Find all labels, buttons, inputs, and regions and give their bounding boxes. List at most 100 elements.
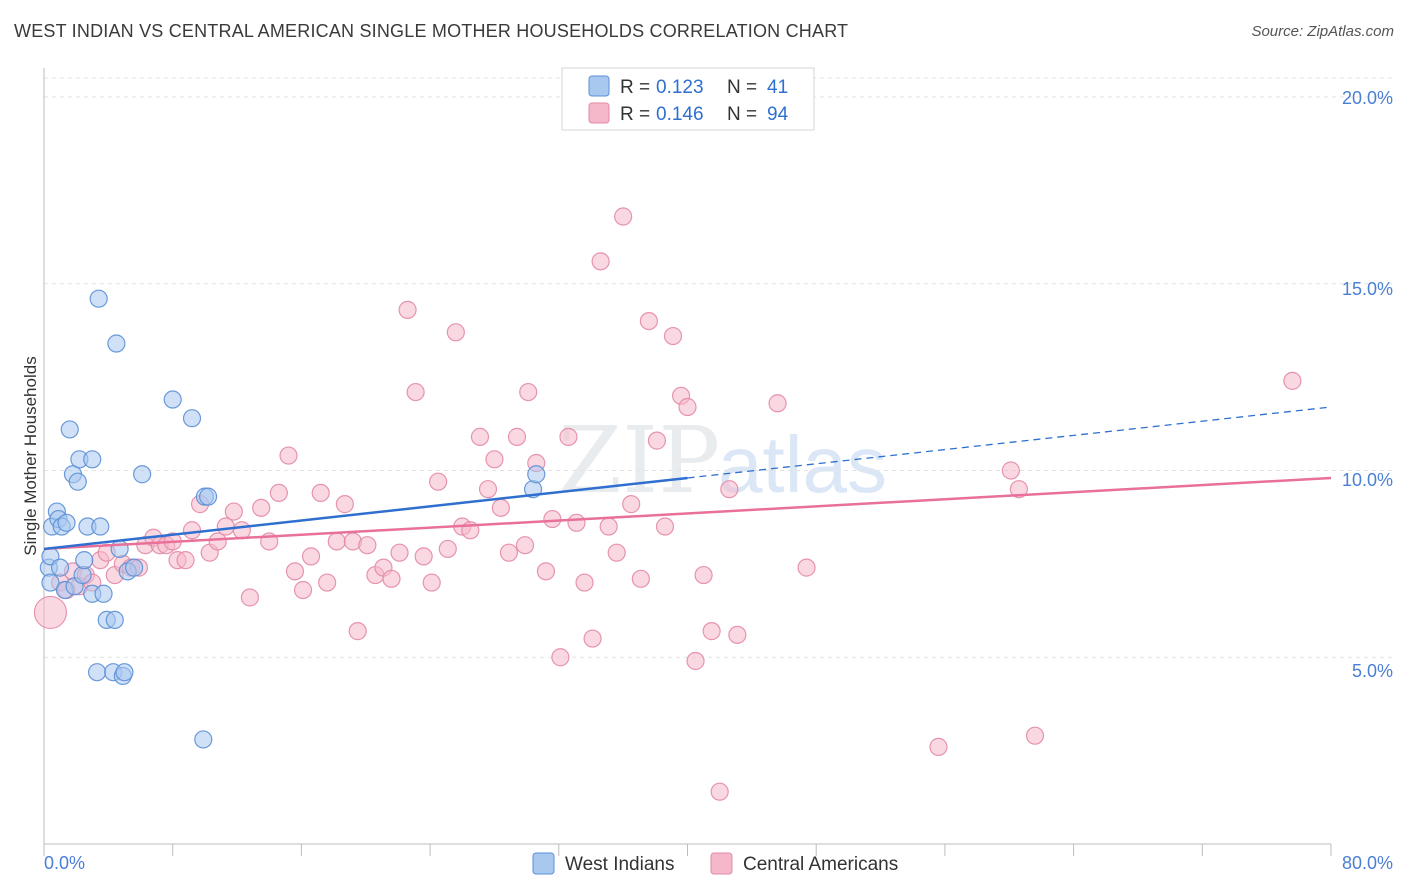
central-americans-point bbox=[551, 648, 570, 667]
west-indians-point bbox=[110, 539, 129, 559]
central-americans-point bbox=[216, 517, 235, 536]
central-americans-point bbox=[631, 569, 650, 588]
west-indians-point bbox=[194, 730, 213, 749]
central-americans-point bbox=[686, 651, 705, 671]
central-americans-point bbox=[1001, 461, 1020, 480]
r-label-west: R = bbox=[620, 77, 650, 98]
west-indians-point bbox=[68, 472, 87, 491]
r-value-central: 0.146 bbox=[656, 104, 704, 125]
west-indians-point bbox=[527, 465, 546, 484]
n-label-central: N = bbox=[727, 104, 757, 125]
central-americans-point bbox=[358, 536, 377, 555]
central-americans-point bbox=[478, 480, 498, 499]
chart-title: WEST INDIAN VS CENTRAL AMERICAN SINGLE M… bbox=[14, 21, 849, 41]
central-americans-point bbox=[702, 622, 721, 641]
west-indians-swatch bbox=[588, 75, 610, 97]
central-americans-point bbox=[575, 573, 594, 592]
central-americans-point bbox=[429, 472, 448, 491]
west-indians-point bbox=[50, 558, 70, 577]
n-label-west: N = bbox=[727, 77, 757, 98]
central-americans-point bbox=[929, 737, 948, 756]
central-americans-point bbox=[1025, 726, 1045, 745]
central-americans-point bbox=[607, 543, 626, 562]
central-americans-point bbox=[491, 498, 510, 517]
west-indians-point bbox=[133, 465, 152, 484]
x-tick-label-max: 80.0% bbox=[1342, 853, 1393, 873]
central-americans-point bbox=[279, 446, 298, 465]
central-americans-point bbox=[599, 517, 618, 536]
central-americans-point bbox=[252, 498, 271, 517]
y-tick-label-20: 20.0% bbox=[1342, 88, 1393, 108]
central-americans-point bbox=[414, 547, 433, 566]
central-americans-point bbox=[485, 450, 504, 469]
central-americans-point bbox=[311, 483, 330, 503]
central-americans-point bbox=[406, 382, 425, 402]
central-americans-trend-line bbox=[43, 476, 1332, 551]
central-americans-point bbox=[499, 543, 519, 562]
central-americans-point bbox=[583, 629, 602, 648]
central-americans-point bbox=[1283, 371, 1302, 390]
watermark-zip: ZIP bbox=[558, 407, 720, 514]
central-americans-point bbox=[318, 573, 337, 592]
stats-legend: R = 0.123 N = 41 R = 0.146 N = 94 bbox=[561, 67, 815, 131]
west-indians-point bbox=[83, 450, 102, 469]
central-americans-point bbox=[567, 513, 586, 532]
west-indians-point bbox=[60, 420, 79, 439]
west-indians-point bbox=[75, 551, 94, 570]
y-tick-label-15: 15.0% bbox=[1342, 279, 1393, 299]
y-tick-label-10: 10.0% bbox=[1342, 470, 1393, 490]
west-indians-point bbox=[105, 610, 124, 630]
central-americans-point bbox=[293, 580, 313, 600]
central-americans-point bbox=[232, 521, 251, 540]
west-indians-point bbox=[41, 573, 60, 592]
gridlines bbox=[44, 77, 1393, 658]
west-indians-point bbox=[182, 409, 202, 428]
west-indians-point bbox=[163, 390, 182, 409]
west-indians-points bbox=[39, 289, 546, 749]
legend-central-americans-label: Central Americans bbox=[743, 854, 898, 875]
central-americans-point bbox=[285, 562, 305, 581]
central-americans-point bbox=[182, 521, 202, 540]
legend-west-indians-swatch bbox=[532, 852, 555, 875]
west-indians-trend-line bbox=[43, 476, 688, 551]
west-indians-point bbox=[115, 663, 134, 682]
west-indians-point bbox=[91, 517, 110, 536]
central-americans-point bbox=[536, 562, 556, 581]
n-value-central: 94 bbox=[767, 104, 789, 125]
central-americans-point bbox=[301, 547, 321, 566]
series-legend: West Indians Central Americans bbox=[532, 852, 898, 875]
central-americans-point bbox=[647, 431, 667, 450]
legend-west-indians-label: West Indians bbox=[565, 854, 674, 875]
central-americans-point bbox=[327, 532, 346, 551]
central-americans-point bbox=[797, 558, 816, 577]
central-americans-point bbox=[390, 543, 409, 562]
central-americans-point bbox=[710, 782, 729, 801]
central-americans-point bbox=[663, 326, 683, 346]
central-americans-point bbox=[614, 207, 633, 226]
west-indians-point bbox=[198, 487, 218, 506]
west-indians-point bbox=[124, 558, 144, 577]
central-americans-point bbox=[438, 539, 457, 559]
central-americans-point bbox=[446, 323, 465, 342]
legend-central-americans-swatch bbox=[710, 852, 733, 875]
central-americans-point bbox=[622, 495, 641, 514]
central-americans-point bbox=[398, 300, 417, 319]
y-axis-label: Single Mother Households bbox=[21, 356, 40, 555]
central-americans-point bbox=[543, 509, 562, 529]
central-americans-point bbox=[208, 532, 227, 551]
central-americans-point bbox=[728, 625, 747, 644]
r-value-west: 0.123 bbox=[656, 77, 704, 98]
source-label: Source: ZipAtlas.com bbox=[1251, 23, 1394, 40]
central-americans-point bbox=[382, 569, 401, 588]
central-americans-point bbox=[655, 517, 675, 536]
central-americans-point bbox=[335, 495, 354, 514]
central-americans-point bbox=[470, 427, 490, 446]
west-indians-point bbox=[94, 584, 113, 603]
central-americans-point bbox=[519, 382, 538, 402]
watermark-atlas: atlas bbox=[718, 420, 887, 509]
axes bbox=[43, 68, 1332, 856]
west-indians-point bbox=[107, 334, 126, 353]
central-americans-point bbox=[224, 502, 243, 521]
trend-lines bbox=[43, 406, 1332, 551]
